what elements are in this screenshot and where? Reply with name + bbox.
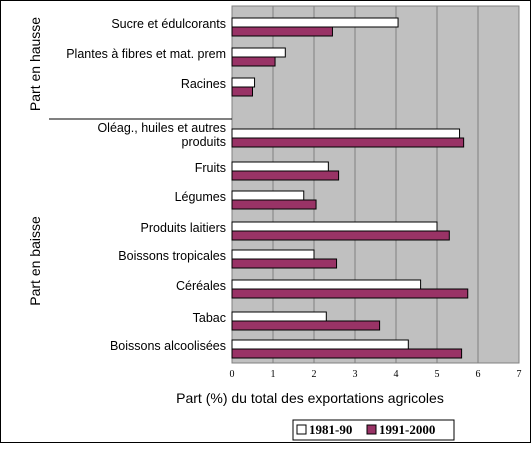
category-label: Oléag., huiles et autres [97,121,226,135]
bar-1981-90-5 [231,190,305,201]
plot-area [231,5,520,364]
group-label-hausse: Part en hausse [27,17,43,111]
category-labels: Sucre et édulcorants Plantes à fibres et … [66,17,226,353]
group-label-baisse: Part en baisse [27,216,43,306]
x-tick-5: 5 [435,369,440,380]
legend: 1981-90 1991-2000 [292,419,455,441]
bar-1991-2000-10 [231,348,463,359]
category-label: Tabac [193,311,226,325]
x-tick-0: 0 [230,369,235,380]
bar-1991-2000-7 [231,258,338,269]
bar-1981-90-7 [231,249,315,260]
category-label: Produits laitiers [141,221,226,235]
bar-1991-2000-5 [231,199,317,210]
bar-1981-90-8 [231,279,422,290]
x-tick-3: 3 [353,369,358,380]
bar-1991-2000-0 [231,26,333,37]
bar-1981-90-6 [231,221,438,232]
category-label: Plantes à fibres et mat. prem [66,47,226,61]
bar-1981-90-9 [231,311,327,322]
bar-1981-90-0 [231,17,399,28]
category-label: Légumes [175,190,226,204]
category-label: Boissons alcoolisées [110,339,226,353]
x-tick-labels: 0 1 2 3 4 5 6 7 [230,369,522,380]
bar-1981-90-2 [231,77,256,88]
bar-1991-2000-6 [231,230,450,241]
legend-swatch-1981-90 [296,424,307,435]
x-tick-7: 7 [517,369,522,380]
legend-label-1981-90: 1981-90 [309,422,352,437]
x-axis-label: Part (%) du total des exportations agric… [176,390,444,406]
bar-1981-90-3 [231,128,461,139]
bar-1981-90-1 [231,47,286,58]
category-label: Céréales [176,279,226,293]
category-label: Boissons tropicales [118,249,226,263]
x-tick-4: 4 [394,369,399,380]
x-tick-2: 2 [312,369,317,380]
x-tick-1: 1 [271,369,276,380]
legend-label-1991-2000: 1991-2000 [379,422,435,437]
bar-1991-2000-8 [231,288,469,299]
category-label: produits [182,135,226,149]
bars [231,17,469,359]
legend-swatch-1991-2000 [366,424,377,435]
bar-1981-90-4 [231,161,329,172]
bar-1991-2000-9 [231,320,381,331]
bar-1981-90-10 [231,339,409,350]
bar-1991-2000-2 [231,86,253,97]
category-label: Racines [181,77,226,91]
bar-1991-2000-3 [231,137,465,148]
category-label: Sucre et édulcorants [111,17,226,31]
x-tick-6: 6 [476,369,481,380]
category-label: Fruits [195,161,226,175]
bar-1991-2000-4 [231,170,340,181]
bar-1991-2000-1 [231,56,276,67]
